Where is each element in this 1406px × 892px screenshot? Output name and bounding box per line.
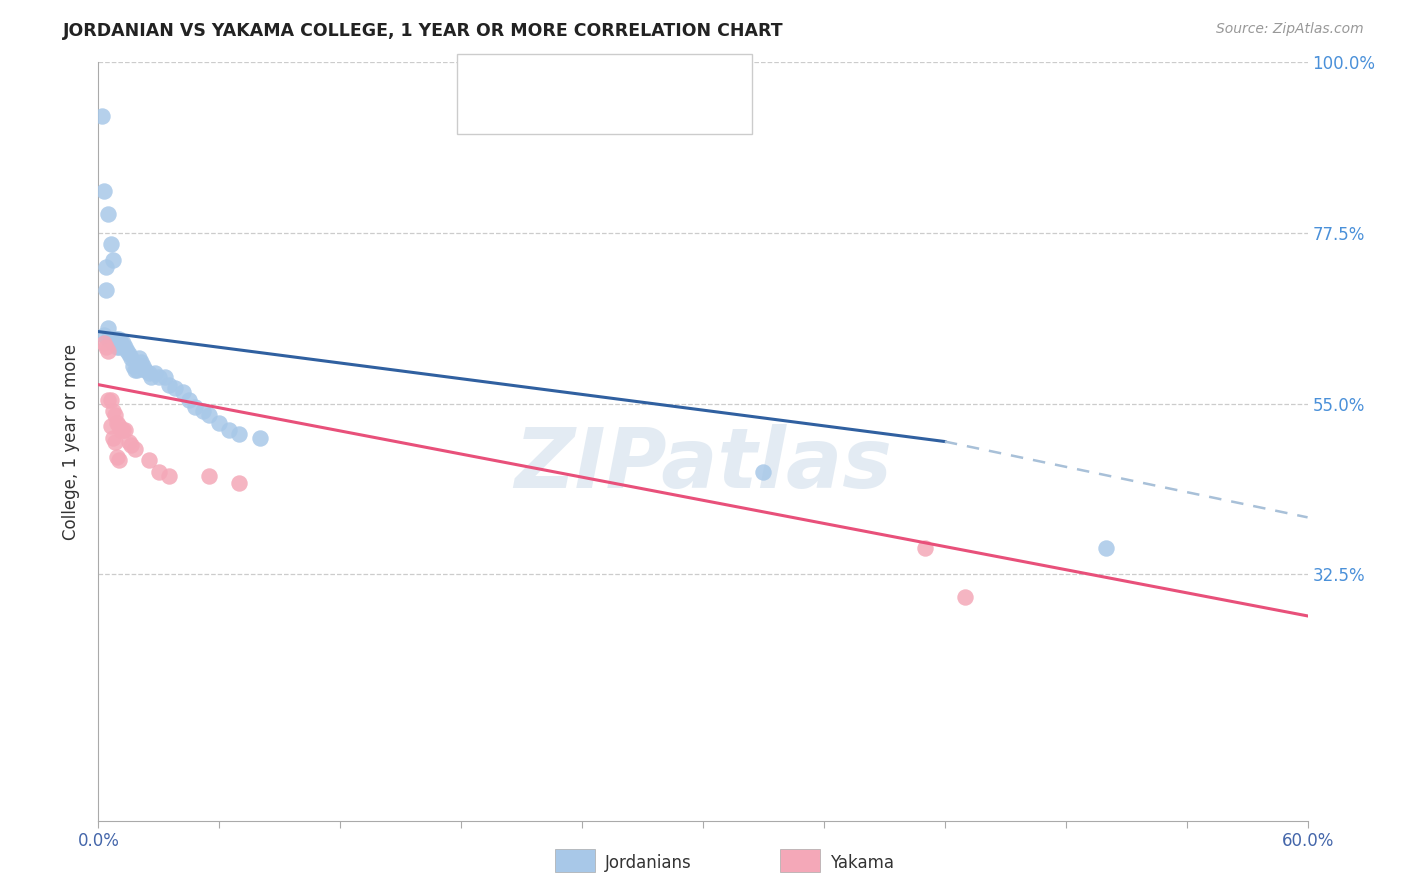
Point — [97, 332, 120, 346]
Text: JORDANIAN VS YAKAMA COLLEGE, 1 YEAR OR MORE CORRELATION CHART: JORDANIAN VS YAKAMA COLLEGE, 1 YEAR OR M… — [63, 22, 785, 40]
Point — [193, 404, 215, 418]
Point — [198, 468, 221, 483]
Point — [105, 450, 128, 464]
Text: ZIPatlas: ZIPatlas — [515, 424, 891, 505]
Text: 49: 49 — [682, 69, 707, 87]
Point — [100, 419, 122, 434]
Point — [97, 343, 120, 358]
Point — [121, 359, 143, 373]
Point — [1095, 541, 1118, 555]
Point — [228, 476, 250, 491]
Point — [118, 347, 141, 361]
Point — [107, 453, 129, 467]
Text: R =: R = — [510, 107, 550, 125]
Point — [107, 332, 129, 346]
Text: Source: ZipAtlas.com: Source: ZipAtlas.com — [1216, 22, 1364, 37]
Point — [132, 359, 155, 373]
Point — [163, 382, 186, 396]
Point — [103, 332, 125, 346]
Text: Yakama: Yakama — [830, 855, 894, 872]
Point — [91, 108, 114, 122]
Text: Jordanians: Jordanians — [605, 855, 692, 872]
Point — [138, 453, 160, 467]
Point — [110, 423, 132, 437]
Text: 27: 27 — [682, 107, 707, 125]
Point — [96, 260, 118, 275]
Point — [100, 332, 122, 346]
Point — [953, 590, 976, 604]
Point — [103, 335, 125, 350]
Point — [93, 335, 115, 350]
Point — [118, 434, 141, 449]
Text: -0.222: -0.222 — [555, 69, 620, 87]
Point — [752, 465, 775, 479]
Point — [148, 465, 170, 479]
Point — [114, 423, 136, 437]
Point — [148, 370, 170, 384]
Point — [198, 408, 221, 422]
Point — [143, 366, 166, 380]
Point — [111, 423, 134, 437]
Text: N =: N = — [633, 107, 672, 125]
Point — [120, 438, 142, 452]
Point — [103, 408, 125, 422]
Point — [124, 442, 146, 457]
Point — [96, 283, 118, 297]
Point — [208, 416, 231, 430]
Point — [128, 351, 150, 366]
Point — [101, 252, 124, 267]
Point — [134, 362, 156, 376]
Point — [93, 184, 115, 198]
Point — [249, 431, 271, 445]
Point — [218, 423, 240, 437]
Point — [100, 392, 122, 407]
Point — [101, 335, 124, 350]
Point — [97, 392, 120, 407]
Point — [101, 332, 124, 346]
Point — [110, 335, 132, 350]
Point — [114, 340, 136, 354]
Point — [124, 362, 146, 376]
Point — [97, 320, 120, 334]
Point — [111, 335, 134, 350]
Y-axis label: College, 1 year or more: College, 1 year or more — [62, 343, 80, 540]
Text: R =: R = — [510, 69, 550, 87]
Point — [179, 392, 201, 407]
Point — [157, 377, 180, 392]
Point — [100, 237, 122, 252]
Text: -0.500: -0.500 — [555, 107, 620, 125]
Point — [105, 340, 128, 354]
Point — [184, 401, 207, 415]
Point — [129, 355, 152, 369]
Point — [93, 328, 115, 343]
Point — [157, 468, 180, 483]
Point — [107, 340, 129, 354]
Point — [228, 427, 250, 442]
Point — [115, 343, 138, 358]
Text: N =: N = — [633, 69, 672, 87]
Point — [97, 207, 120, 221]
Point — [101, 431, 124, 445]
Point — [105, 416, 128, 430]
Point — [105, 332, 128, 346]
Point — [120, 351, 142, 366]
Point — [96, 340, 118, 354]
Point — [172, 385, 194, 400]
Point — [103, 434, 125, 449]
Point — [101, 404, 124, 418]
FancyBboxPatch shape — [470, 57, 498, 88]
Point — [138, 366, 160, 380]
Point — [153, 370, 176, 384]
Point — [139, 370, 162, 384]
Point — [125, 362, 148, 376]
Point — [107, 419, 129, 434]
Point — [914, 541, 936, 555]
FancyBboxPatch shape — [470, 95, 498, 127]
